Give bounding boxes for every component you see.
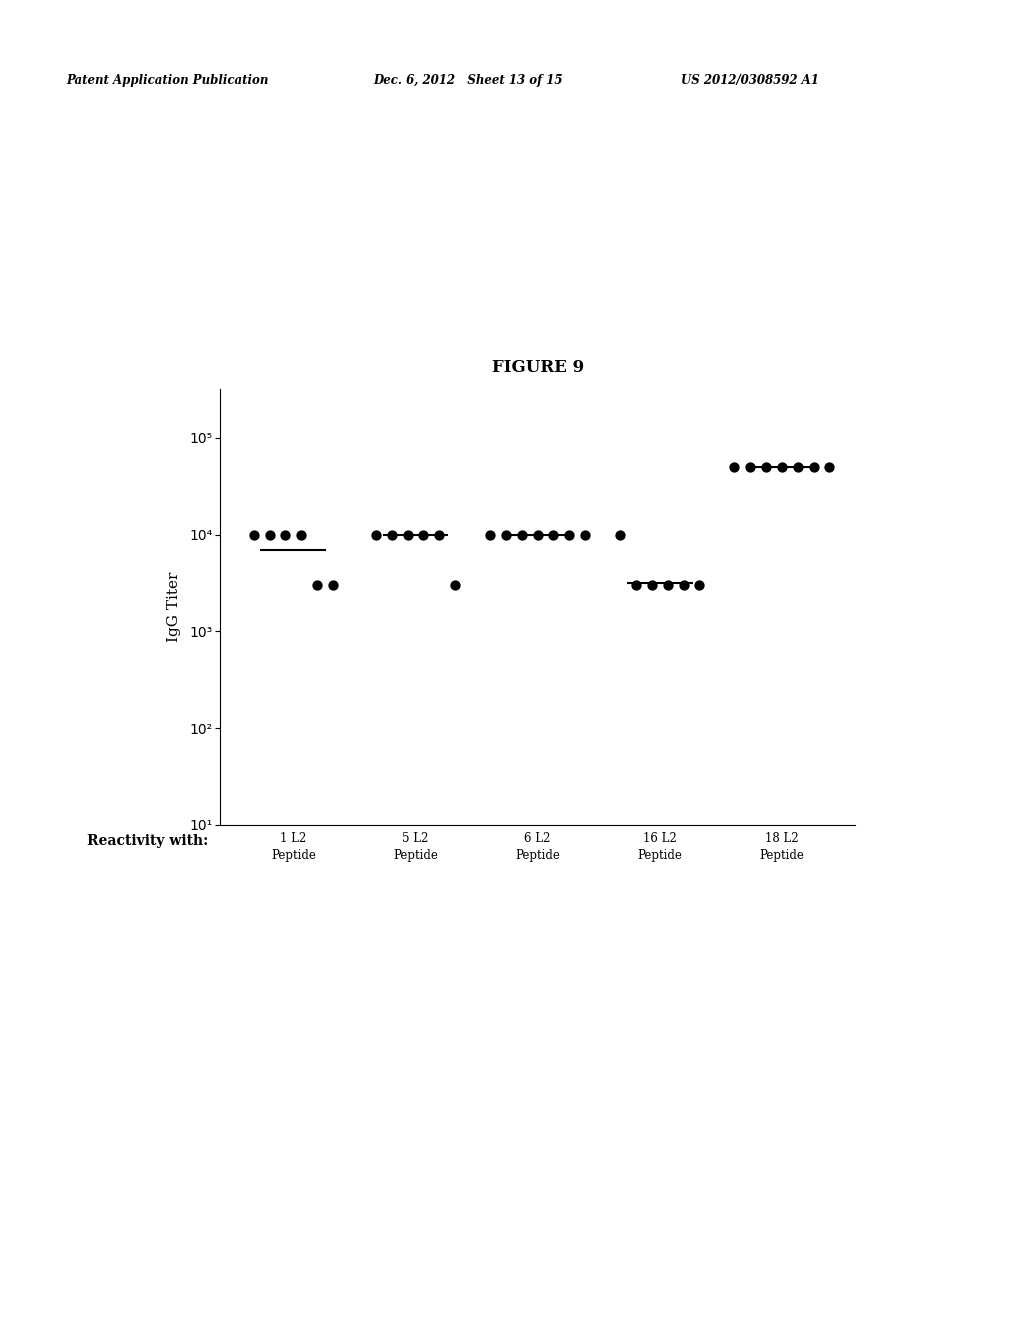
Point <box>561 524 578 545</box>
Point <box>399 524 416 545</box>
Point <box>758 457 774 478</box>
Point <box>691 574 708 595</box>
Point <box>628 574 644 595</box>
Point <box>675 574 691 595</box>
Point <box>773 457 790 478</box>
Point <box>805 457 821 478</box>
Point <box>611 524 628 545</box>
Point <box>416 524 432 545</box>
Text: Reactivity with:: Reactivity with: <box>87 834 208 849</box>
Point <box>741 457 758 478</box>
Text: 1 L2: 1 L2 <box>281 832 306 845</box>
Text: Peptide: Peptide <box>637 849 682 862</box>
Point <box>368 524 384 545</box>
Text: Dec. 6, 2012   Sheet 13 of 15: Dec. 6, 2012 Sheet 13 of 15 <box>374 74 563 87</box>
Point <box>261 524 278 545</box>
Point <box>790 457 806 478</box>
Point <box>514 524 530 545</box>
Text: 6 L2: 6 L2 <box>524 832 551 845</box>
Text: Peptide: Peptide <box>515 849 560 862</box>
Point <box>659 574 676 595</box>
Text: Patent Application Publication: Patent Application Publication <box>67 74 269 87</box>
Point <box>447 574 464 595</box>
Text: FIGURE 9: FIGURE 9 <box>492 359 584 376</box>
Point <box>246 524 262 545</box>
Point <box>529 524 546 545</box>
Point <box>643 574 659 595</box>
Point <box>309 574 326 595</box>
Text: US 2012/0308592 A1: US 2012/0308592 A1 <box>681 74 819 87</box>
Text: Peptide: Peptide <box>760 849 804 862</box>
Text: Peptide: Peptide <box>271 849 315 862</box>
Point <box>431 524 447 545</box>
Point <box>325 574 341 595</box>
Point <box>498 524 514 545</box>
Text: 18 L2: 18 L2 <box>765 832 799 845</box>
Point <box>278 524 294 545</box>
Point <box>293 524 309 545</box>
Point <box>726 457 742 478</box>
Point <box>546 524 562 545</box>
Point <box>384 524 400 545</box>
Text: Peptide: Peptide <box>393 849 438 862</box>
Point <box>821 457 838 478</box>
Point <box>578 524 594 545</box>
Y-axis label: IgG Titer: IgG Titer <box>167 572 181 643</box>
Text: 16 L2: 16 L2 <box>643 832 677 845</box>
Text: 5 L2: 5 L2 <box>402 832 429 845</box>
Point <box>482 524 499 545</box>
